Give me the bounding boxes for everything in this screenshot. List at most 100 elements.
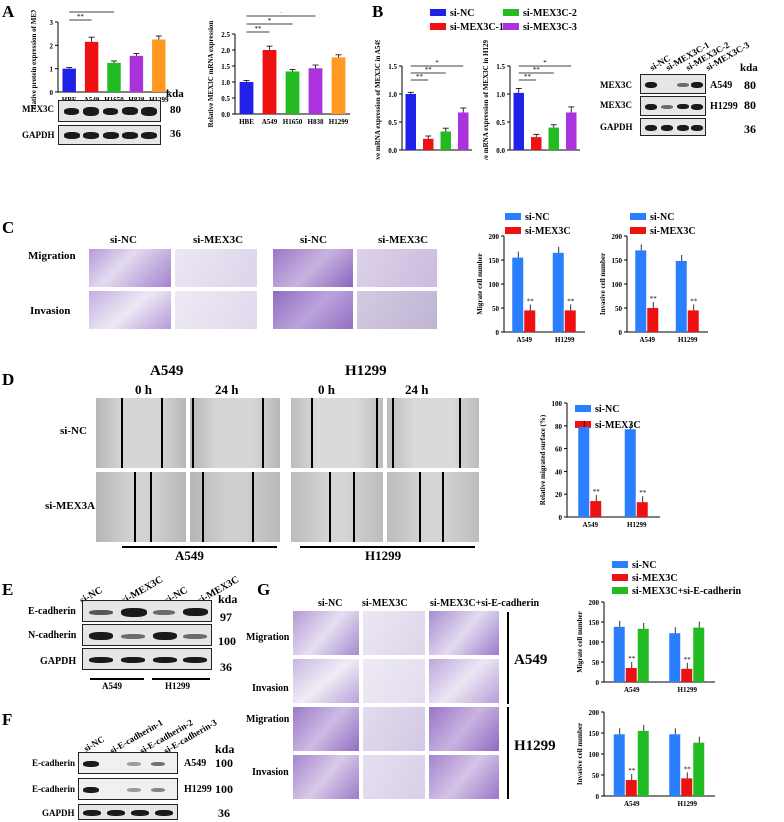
d-bottom-h1299: H1299 — [365, 548, 402, 563]
wound-edge — [311, 398, 313, 468]
e-blot-ecad — [82, 600, 212, 622]
legend-item: si-NC — [630, 212, 674, 223]
legend-item: si-MEX3C — [630, 226, 696, 237]
d-time: 24 h — [405, 382, 429, 397]
y-tick-label: 1.0 — [496, 91, 505, 99]
bar — [625, 780, 637, 796]
panel-label-b: B — [372, 2, 384, 21]
wb-a-label-mex3c: MEX3C — [22, 104, 54, 114]
y-tick-label: 100 — [612, 281, 623, 289]
legend-swatch — [430, 9, 446, 16]
bar — [331, 57, 346, 114]
bar — [548, 127, 559, 150]
g-col-label: si-MEX3C+si-E-cadherin — [430, 598, 540, 609]
y-tick-label: 80 — [555, 423, 563, 431]
c-micro-img — [174, 290, 258, 330]
legend-swatch — [612, 587, 628, 594]
x-tick-label: H1299 — [329, 118, 349, 126]
wb-band — [677, 125, 689, 131]
bar — [590, 501, 602, 517]
x-tick-label: A549 — [262, 118, 278, 126]
y-tick-label: 2 — [50, 42, 54, 50]
c-row-label: Migration — [28, 250, 76, 262]
f-blot-ecad-a549 — [78, 752, 178, 774]
y-tick-label: 150 — [589, 730, 600, 738]
y-tick-label: 20 — [555, 491, 563, 499]
bar — [107, 62, 121, 92]
wb-band — [661, 125, 673, 131]
legend-swatch — [575, 421, 591, 428]
bar — [564, 310, 576, 332]
y-tick-label: 0 — [559, 514, 563, 522]
chart-c-migrate: 0 50 100 150 200 Migrate cell number ** A549 ** H… — [476, 233, 585, 344]
sig-label: ** — [255, 25, 263, 33]
bar — [405, 94, 416, 150]
chart-c-invasive: 0 50 100 150 200 Invasive cell number ** A549 **… — [599, 233, 708, 344]
e-blot-gapdh — [82, 648, 212, 670]
legend-swatch — [612, 561, 628, 568]
f-col-label: si-NC — [82, 734, 107, 754]
wb-band — [183, 608, 208, 616]
d-wound-img — [386, 397, 480, 469]
wb-band — [122, 132, 138, 139]
bar — [513, 92, 524, 150]
wb-band — [127, 788, 141, 792]
wound-edge — [329, 472, 331, 542]
wb-a-kda-36: 36 — [170, 128, 181, 140]
g-row-label: Migration — [246, 714, 290, 725]
wb-band — [103, 108, 118, 115]
bar — [681, 668, 693, 682]
legend-swatch — [505, 213, 521, 220]
y-tick-label: 1.5 — [388, 63, 397, 71]
wb-b-col-labels: si-NC si-MEX3C-1 si-MEX3C-2 si-MEX3C-3 — [640, 16, 770, 73]
e-row-label: GAPDH — [40, 656, 77, 667]
x-tick-label: H1299 — [627, 521, 647, 529]
x-tick-label: H1299 — [678, 336, 698, 344]
c-row-label: Invasion — [30, 305, 71, 317]
d-underline — [300, 546, 475, 548]
wb-band — [691, 104, 703, 110]
g-col-label: si-NC — [318, 598, 343, 609]
wound-edge — [459, 398, 461, 468]
d-wound-img — [386, 471, 480, 543]
wb-band — [83, 787, 99, 793]
y-tick-label: 100 — [589, 751, 600, 759]
y-tick-label: 40 — [555, 468, 563, 476]
f-row-label: E-cadherin — [32, 784, 76, 794]
wb-band — [127, 762, 141, 766]
legend-swatch — [612, 574, 628, 581]
wb-a-gapdh-blot — [58, 125, 161, 145]
x-tick-label: A549 — [624, 686, 640, 694]
wb-band — [183, 634, 207, 639]
y-tick-label: 150 — [612, 257, 623, 265]
legend-item: si-NC — [612, 560, 656, 571]
y-tick-label: 1.0 — [221, 79, 230, 87]
panel-label-e: E — [2, 580, 14, 599]
y-tick-label: 50 — [615, 305, 623, 313]
wb-band — [151, 788, 165, 792]
y-tick-label: 100 — [489, 281, 500, 289]
wound-edge — [202, 472, 204, 542]
chart-a-mrna: 0.0 0.5 1.0 1.5 2.0 2.5 Relative MEX3C mRNA ex… — [207, 12, 350, 127]
y-tick-label: 200 — [589, 709, 600, 717]
sig-label: * — [543, 59, 547, 67]
wound-edge — [392, 398, 394, 468]
bar — [687, 310, 699, 332]
f-kda-100: 100 — [215, 756, 233, 770]
wb-band — [677, 83, 689, 87]
sig-label: ** — [628, 767, 636, 775]
y-tick-label: 0 — [619, 329, 623, 337]
bar — [512, 257, 524, 332]
y-tick-label: 200 — [589, 599, 600, 607]
x-tick-label: A549 — [582, 521, 598, 529]
d-wound-img — [189, 397, 281, 469]
chart-d-surface: 0 20 40 60 80 100 Relative migrated surface (%… — [539, 400, 660, 529]
d-wound-img — [95, 471, 187, 543]
legend-swatch — [630, 227, 646, 234]
wb-band — [645, 125, 657, 131]
bar — [566, 112, 577, 150]
legend-item: si-NC — [430, 8, 474, 19]
d-title-a549: A549 — [150, 363, 184, 379]
wb-band — [691, 125, 703, 131]
bar — [423, 138, 434, 150]
